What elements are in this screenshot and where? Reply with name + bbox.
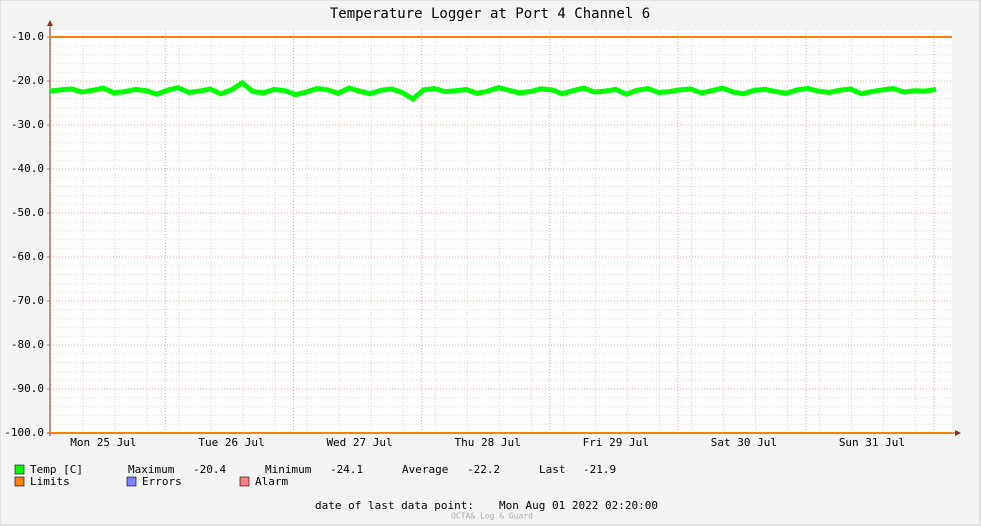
- x-tick-label: Sat 30 Jul: [711, 436, 777, 449]
- x-tick-label: Mon 25 Jul: [70, 436, 136, 449]
- y-tick-label: -90.0: [11, 382, 44, 395]
- legend-label: Limits: [30, 475, 70, 488]
- y-tick-label: -40.0: [11, 162, 44, 175]
- axis-arrow: [47, 20, 53, 26]
- x-tick-label: Thu 28 Jul: [455, 436, 521, 449]
- y-tick-label: -50.0: [11, 206, 44, 219]
- x-tick-label: Tue 26 Jul: [198, 436, 264, 449]
- legend-label: Temp [C]: [30, 463, 83, 476]
- x-tick-label: Sun 31 Jul: [839, 436, 905, 449]
- footer-date: Mon Aug 01 2022 02:20:00: [499, 499, 658, 512]
- legend-swatch: [239, 476, 250, 487]
- watermark: OCTA& Log & Guard: [451, 512, 533, 521]
- legend-label: Errors: [142, 475, 182, 488]
- y-tick-label: -80.0: [11, 338, 44, 351]
- legend-swatch: [14, 476, 25, 487]
- y-tick-label: -30.0: [11, 118, 44, 131]
- y-tick-label: -100.0: [4, 426, 44, 439]
- y-tick-label: -60.0: [11, 250, 44, 263]
- stat-label: Maximum: [128, 463, 175, 476]
- legend-label: Alarm: [255, 475, 288, 488]
- footer-label: date of last data point:: [315, 499, 474, 512]
- chart-title: Temperature Logger at Port 4 Channel 6: [330, 6, 650, 22]
- y-tick-label: -10.0: [11, 30, 44, 43]
- x-tick-label: Fri 29 Jul: [583, 436, 649, 449]
- y-tick-label: -70.0: [11, 294, 44, 307]
- stat-label: Last: [539, 463, 566, 476]
- stat-value: -24.1: [330, 463, 363, 476]
- stat-value: -22.2: [467, 463, 500, 476]
- plot-area: [50, 30, 952, 433]
- y-tick-label: -20.0: [11, 74, 44, 87]
- stat-value: -21.9: [583, 463, 616, 476]
- stat-label: Minimum: [265, 463, 312, 476]
- legend-swatch: [126, 476, 137, 487]
- data-line: [49, 79, 937, 103]
- legend-swatch: [14, 464, 25, 475]
- stat-label: Average: [402, 463, 448, 476]
- stat-value: -20.4: [193, 463, 226, 476]
- x-tick-label: Wed 27 Jul: [326, 436, 392, 449]
- axis-arrow: [955, 430, 961, 436]
